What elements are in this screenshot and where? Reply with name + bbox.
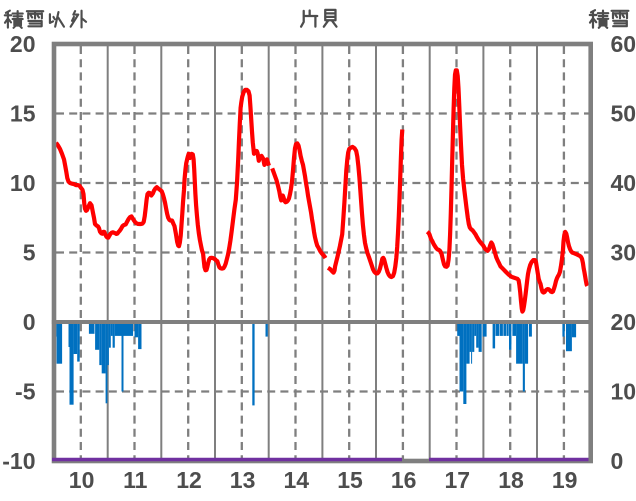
- svg-text:0: 0: [611, 448, 624, 474]
- svg-text:18: 18: [498, 467, 524, 493]
- svg-text:50: 50: [611, 101, 636, 127]
- svg-text:12: 12: [176, 467, 202, 493]
- svg-text:20: 20: [611, 309, 636, 335]
- svg-text:10: 10: [10, 170, 36, 196]
- svg-text:-5: -5: [15, 379, 36, 405]
- svg-text:30: 30: [611, 240, 636, 266]
- svg-text:5: 5: [23, 240, 36, 266]
- svg-text:15: 15: [337, 467, 363, 493]
- svg-text:-10: -10: [2, 448, 35, 474]
- svg-text:20: 20: [10, 31, 36, 57]
- svg-text:14: 14: [284, 467, 310, 493]
- svg-text:19: 19: [552, 467, 578, 493]
- svg-text:10: 10: [69, 467, 95, 493]
- svg-text:10: 10: [611, 379, 636, 405]
- svg-text:40: 40: [611, 170, 636, 196]
- svg-text:11: 11: [123, 467, 148, 493]
- svg-text:60: 60: [611, 31, 636, 57]
- svg-text:17: 17: [445, 467, 471, 493]
- svg-text:0: 0: [23, 309, 36, 335]
- svg-text:16: 16: [391, 467, 417, 493]
- svg-text:13: 13: [230, 467, 256, 493]
- svg-text:15: 15: [10, 101, 36, 127]
